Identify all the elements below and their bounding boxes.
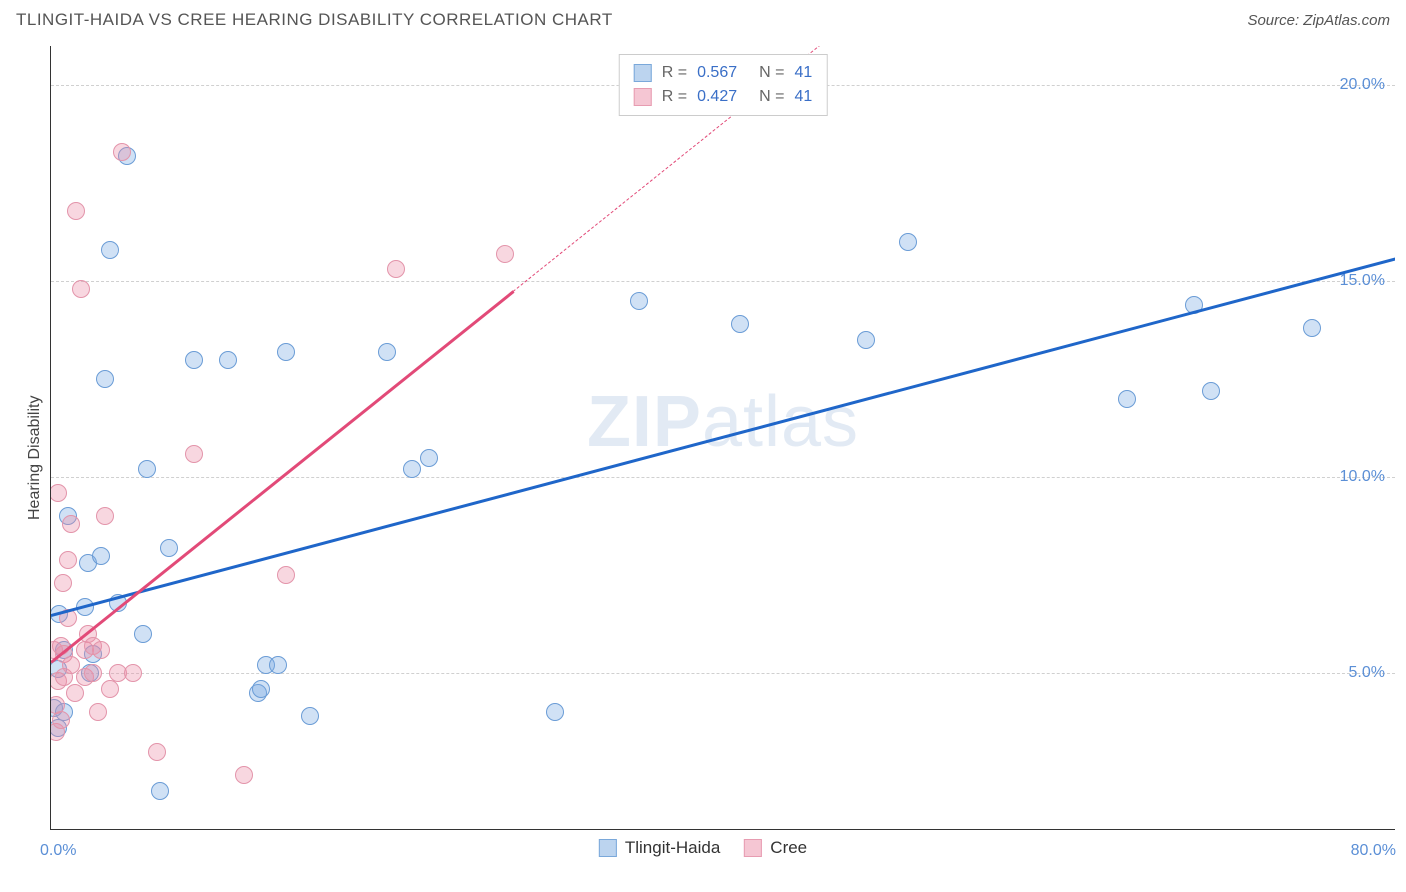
- scatter-point: [1202, 382, 1220, 400]
- scatter-point: [51, 484, 67, 502]
- stat-label-n: N =: [759, 61, 784, 85]
- chart-header: TLINGIT-HAIDA VS CREE HEARING DISABILITY…: [0, 0, 1406, 38]
- stat-value-n-0: 41: [794, 61, 812, 85]
- scatter-point: [113, 143, 131, 161]
- trend-line: [51, 258, 1395, 618]
- scatter-point: [277, 566, 295, 584]
- legend-label-0: Tlingit-Haida: [625, 838, 720, 858]
- legend-swatch-1: [744, 839, 762, 857]
- scatter-point: [124, 664, 142, 682]
- plot-area: ZIPatlas 5.0% 10.0% 15.0% 20.0%: [51, 46, 1395, 829]
- stat-label-r: R =: [662, 61, 687, 85]
- scatter-point: [92, 641, 110, 659]
- stats-legend-box: R = 0.567 N = 41 R = 0.427 N = 41: [619, 54, 828, 116]
- scatter-point: [84, 664, 102, 682]
- scatter-point: [54, 574, 72, 592]
- gridline: [51, 281, 1395, 282]
- y-tick-label: 15.0%: [1340, 272, 1385, 290]
- y-tick-label: 10.0%: [1340, 468, 1385, 486]
- scatter-point: [731, 315, 749, 333]
- scatter-point: [235, 766, 253, 784]
- stats-row-series-1: R = 0.427 N = 41: [634, 85, 813, 109]
- scatter-point: [72, 280, 90, 298]
- bottom-legend: Tlingit-Haida Cree: [599, 838, 807, 858]
- chart-plot-frame: ZIPatlas 5.0% 10.0% 15.0% 20.0% R = 0.567 N…: [50, 46, 1395, 830]
- scatter-point: [96, 370, 114, 388]
- scatter-point: [138, 460, 156, 478]
- scatter-point: [160, 539, 178, 557]
- legend-item-1: Cree: [744, 838, 807, 858]
- y-tick-label: 20.0%: [1340, 76, 1385, 94]
- scatter-point: [59, 551, 77, 569]
- scatter-point: [185, 351, 203, 369]
- scatter-point: [403, 460, 421, 478]
- scatter-point: [420, 449, 438, 467]
- scatter-point: [52, 711, 70, 729]
- y-axis-title: Hearing Disability: [26, 396, 44, 521]
- stat-label-n: N =: [759, 85, 784, 109]
- scatter-point: [62, 515, 80, 533]
- scatter-point: [89, 703, 107, 721]
- scatter-point: [277, 343, 295, 361]
- scatter-point: [66, 684, 84, 702]
- swatch-series-1: [634, 88, 652, 106]
- stat-value-r-0: 0.567: [697, 61, 737, 85]
- scatter-point: [134, 625, 152, 643]
- chart-title: TLINGIT-HAIDA VS CREE HEARING DISABILITY…: [16, 10, 613, 30]
- chart-source: Source: ZipAtlas.com: [1247, 12, 1390, 29]
- gridline: [51, 673, 1395, 674]
- x-axis-max-label: 80.0%: [1351, 842, 1396, 860]
- scatter-point: [630, 292, 648, 310]
- scatter-point: [301, 707, 319, 725]
- y-tick-label: 5.0%: [1349, 664, 1385, 682]
- scatter-point: [269, 656, 287, 674]
- scatter-point: [1118, 390, 1136, 408]
- scatter-point: [546, 703, 564, 721]
- scatter-point: [496, 245, 514, 263]
- scatter-point: [101, 680, 119, 698]
- scatter-point: [101, 241, 119, 259]
- scatter-point: [899, 233, 917, 251]
- scatter-point: [857, 331, 875, 349]
- scatter-point: [185, 445, 203, 463]
- gridline: [51, 477, 1395, 478]
- stat-value-r-1: 0.427: [697, 85, 737, 109]
- scatter-point: [67, 202, 85, 220]
- swatch-series-0: [634, 64, 652, 82]
- x-axis-min-label: 0.0%: [40, 842, 76, 860]
- watermark: ZIPatlas: [587, 381, 859, 463]
- legend-label-1: Cree: [770, 838, 807, 858]
- scatter-point: [96, 507, 114, 525]
- scatter-point: [1303, 319, 1321, 337]
- stats-row-series-0: R = 0.567 N = 41: [634, 61, 813, 85]
- scatter-point: [378, 343, 396, 361]
- scatter-point: [151, 782, 169, 800]
- legend-item-0: Tlingit-Haida: [599, 838, 720, 858]
- scatter-point: [387, 260, 405, 278]
- scatter-point: [252, 680, 270, 698]
- stat-label-r: R =: [662, 85, 687, 109]
- legend-swatch-0: [599, 839, 617, 857]
- scatter-point: [92, 547, 110, 565]
- scatter-point: [219, 351, 237, 369]
- scatter-point: [148, 743, 166, 761]
- stat-value-n-1: 41: [794, 85, 812, 109]
